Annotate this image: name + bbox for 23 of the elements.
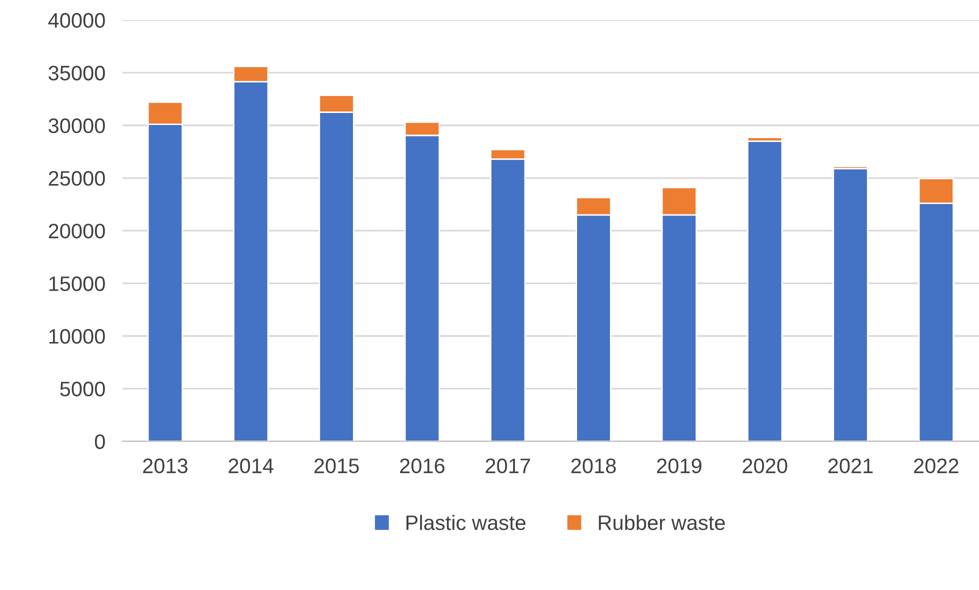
y-tick-label: 5000 bbox=[60, 382, 105, 396]
legend-label: Plastic waste bbox=[406, 514, 526, 530]
y-tick-label: 25000 bbox=[48, 171, 105, 186]
x-tick-label: 2014 bbox=[228, 458, 274, 474]
y-tick-label: 35000 bbox=[48, 66, 105, 80]
y-tick-label: 15000 bbox=[49, 276, 105, 292]
y-tick-label: 40000 bbox=[48, 13, 105, 28]
x-tick-label: 2016 bbox=[400, 458, 444, 474]
x-tick-label: 2021 bbox=[828, 458, 873, 474]
y-tick-label: 20000 bbox=[48, 224, 105, 238]
bar bbox=[747, 140, 783, 442]
x-tick-label: 2019 bbox=[657, 458, 702, 474]
legend-label: Rubber waste bbox=[598, 514, 725, 530]
y-tick-label: 10000 bbox=[49, 329, 105, 344]
x-tick-label: 2022 bbox=[914, 458, 958, 474]
x-tick-label: 2020 bbox=[742, 458, 788, 474]
x-tick-label: 2015 bbox=[314, 458, 359, 474]
x-tick-label: 2017 bbox=[486, 458, 530, 474]
y-tick-label: 30000 bbox=[48, 118, 105, 134]
y-tick-label: 0 bbox=[94, 434, 105, 450]
x-tick-label: 2018 bbox=[571, 458, 616, 474]
bar bbox=[832, 168, 868, 442]
x-tick-label: 2013 bbox=[143, 458, 188, 474]
